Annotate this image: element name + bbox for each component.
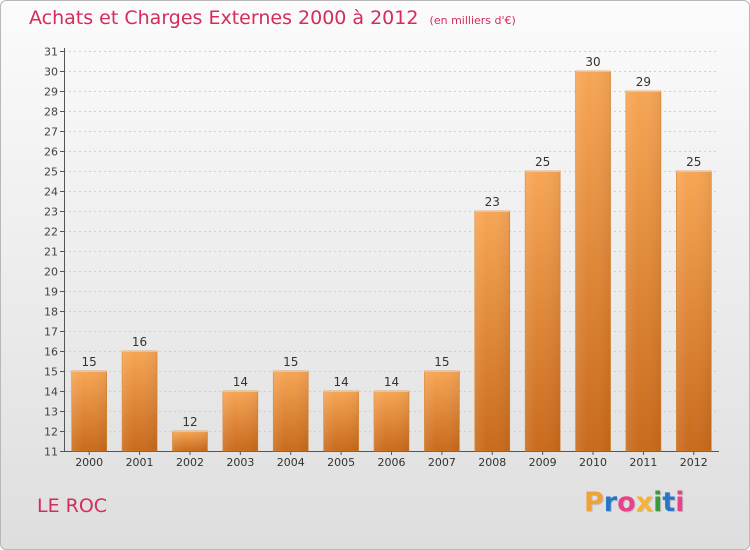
labels: 11 12 13 14 15 16 17 18 19 20 21 22 23 24 25 26 27 28 29 30… [44, 46, 708, 470]
bar-shade [424, 371, 460, 451]
title-row: Achats et Charges Externes 2000 à 2012 (… [29, 7, 516, 29]
data-label: 14 [333, 375, 348, 389]
y-tick-label: 17 [44, 326, 58, 339]
brand-letter: i [653, 487, 663, 518]
brand-letter: i [675, 487, 685, 518]
x-tick-label: 2009 [529, 456, 557, 469]
x-tick-label: 2007 [428, 456, 456, 469]
x-tick-label: 2006 [378, 456, 406, 469]
y-tick-label: 29 [44, 86, 58, 99]
bars [71, 70, 712, 452]
y-tick-label: 13 [44, 406, 58, 419]
brand-logo: Proxiti [584, 487, 685, 518]
x-tick-label: 2010 [579, 456, 607, 469]
bar-shade [273, 371, 309, 451]
data-label: 30 [585, 55, 600, 69]
bar-shade [122, 351, 158, 451]
y-tick-label: 11 [44, 446, 58, 459]
data-label: 14 [233, 375, 248, 389]
bar-shade [222, 391, 258, 451]
y-tick-label: 18 [44, 306, 58, 319]
data-label: 25 [686, 155, 701, 169]
place-name: LE ROC [37, 495, 108, 517]
data-label: 14 [384, 375, 399, 389]
data-label: 16 [132, 335, 147, 349]
y-tick-label: 20 [44, 266, 58, 279]
y-tick-label: 31 [44, 46, 58, 59]
bar-shade [625, 91, 661, 451]
x-tick-label: 2008 [478, 456, 506, 469]
x-tick-label: 2012 [680, 456, 708, 469]
data-label: 15 [434, 355, 449, 369]
data-label: 25 [535, 155, 550, 169]
y-tick-label: 30 [44, 66, 58, 79]
bar-shade [676, 171, 712, 451]
x-tick-label: 2005 [327, 456, 355, 469]
y-tick-label: 22 [44, 226, 58, 239]
y-tick-label: 25 [44, 166, 58, 179]
y-tick-label: 23 [44, 206, 58, 219]
data-label: 15 [283, 355, 298, 369]
brand-letter: P [584, 487, 604, 518]
bar-shade [172, 431, 208, 451]
y-tick-label: 26 [44, 146, 58, 159]
y-tick-label: 24 [44, 186, 58, 199]
x-tick-label: 2004 [277, 456, 305, 469]
data-label: 23 [485, 195, 500, 209]
y-tick-label: 28 [44, 106, 58, 119]
x-tick-label: 2000 [75, 456, 103, 469]
x-tick-label: 2002 [176, 456, 204, 469]
brand-letter: r [603, 487, 618, 518]
x-tick-label: 2003 [226, 456, 254, 469]
chart-title: Achats et Charges Externes 2000 à 2012 [29, 7, 419, 29]
bar-shade [525, 171, 561, 451]
bar-shade [374, 391, 409, 451]
x-tick-label: 2011 [629, 456, 657, 469]
y-tick-label: 15 [44, 366, 58, 379]
bar-shade [474, 211, 510, 451]
y-tick-label: 12 [44, 426, 58, 439]
bar-shade [323, 391, 359, 451]
y-tick-label: 21 [44, 246, 58, 259]
brand-letter: o [617, 487, 636, 518]
bar-shade [575, 71, 611, 451]
y-tick-label: 19 [44, 286, 58, 299]
chart-unit: (en milliers d'€) [429, 14, 516, 27]
brand-letter: x [635, 487, 654, 518]
data-label: 29 [636, 75, 651, 89]
y-tick-label: 16 [44, 346, 58, 359]
y-tick-label: 27 [44, 126, 58, 139]
x-tick-label: 2001 [126, 456, 154, 469]
brand-letter: t [662, 487, 676, 518]
y-tick-label: 14 [44, 386, 58, 399]
axes [60, 48, 719, 455]
data-label: 15 [82, 355, 97, 369]
bar-shade [71, 371, 107, 451]
data-label: 12 [182, 415, 197, 429]
